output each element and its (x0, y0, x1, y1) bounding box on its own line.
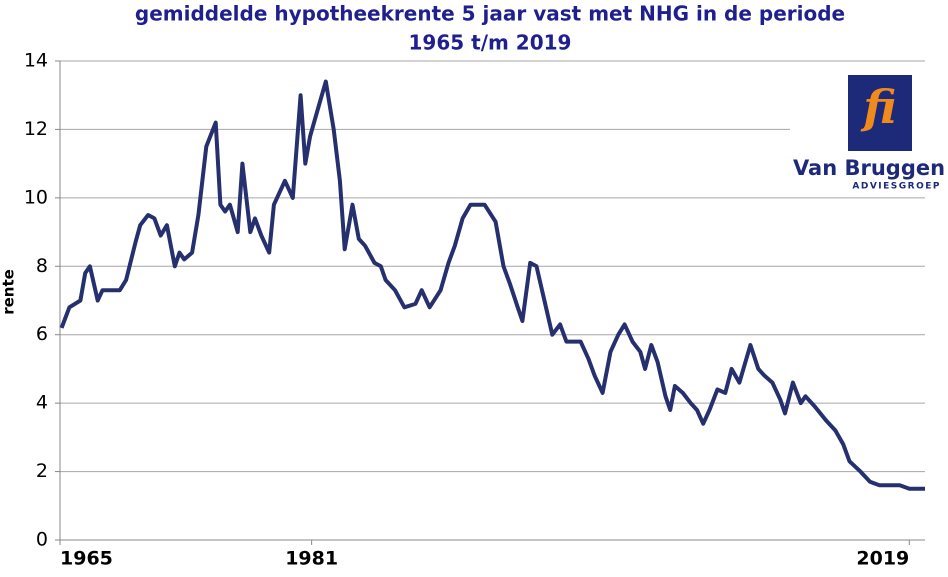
y-tick-label: 6 (36, 323, 48, 345)
logo: fi Van Bruggen ADVIESGROEP (790, 72, 946, 196)
y-tick-label: 2 (36, 460, 48, 482)
y-tick-label: 8 (36, 255, 48, 277)
series-line (59, 79, 925, 491)
chart-title: gemiddelde hypotheekrente 5 jaar vast me… (135, 2, 845, 26)
logo-tagline: ADVIESGROEP (852, 182, 941, 192)
y-tick-label: 10 (24, 186, 48, 208)
chart-title: 1965 t/m 2019 (409, 31, 572, 55)
x-tick-label: 1981 (285, 548, 338, 570)
y-tick-label: 14 (24, 50, 48, 72)
y-tick-label: 12 (24, 118, 48, 140)
plot-area: 0 2 4 6 8 10 12 14 1965 1981 2019 (24, 50, 925, 570)
logo-square (848, 75, 912, 151)
x-tick-label: 1965 (60, 548, 113, 570)
x-tick-label: 2019 (856, 548, 909, 570)
logo-mark: fi (860, 80, 896, 134)
y-tick-label: 4 (36, 392, 48, 414)
y-axis-label: rente (0, 269, 18, 315)
y-tick-label: 0 (36, 529, 48, 551)
logo-name: Van Bruggen (793, 156, 945, 180)
